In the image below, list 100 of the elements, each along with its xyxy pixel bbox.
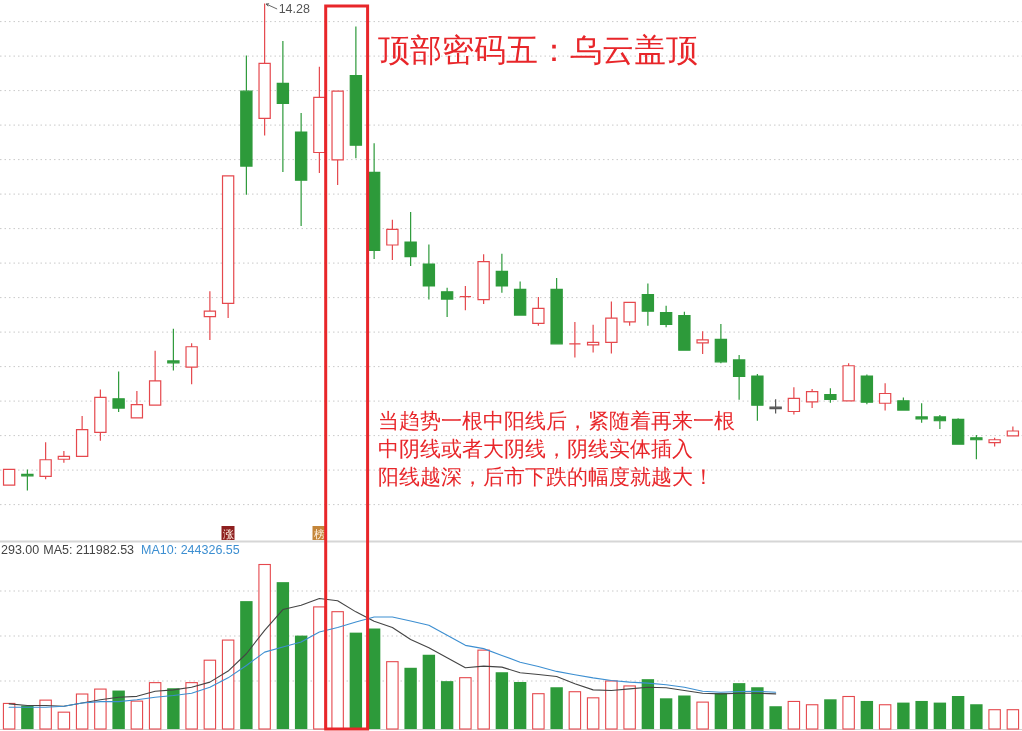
candlestick [94,389,107,442]
candlestick [477,253,490,305]
bar [276,582,290,729]
text: 顶部密码五：乌云盖顶 [378,32,698,68]
candlestick [805,388,819,409]
bar [75,693,89,730]
candlestick [495,253,509,294]
bar [842,695,855,730]
text: MA10: 244326.55 [141,543,240,557]
bar [386,661,399,730]
bar [933,702,947,729]
bar [550,687,563,729]
candlestick [276,40,290,173]
bar [915,700,928,729]
candlestick [605,300,618,355]
bar [714,693,728,729]
candlestick [696,330,709,355]
candlestick [258,2,271,137]
bar [805,704,819,730]
bar [787,700,801,730]
bar [112,690,125,729]
candlestick [112,371,125,413]
bar [732,683,746,729]
candlestick [21,468,34,491]
bar [2,702,16,730]
candlestick [970,434,983,460]
candlestick [203,290,217,341]
candlestick [39,441,52,480]
text: MA5: 211982.53 [43,543,135,557]
bar [422,654,436,729]
bar [623,685,636,730]
candlestick [824,387,837,404]
candlestick [148,350,162,406]
bar [148,682,162,730]
bar [605,680,618,730]
candlestick [897,396,910,412]
text: 涨 [222,527,234,540]
bar [258,563,271,730]
bar [459,677,472,730]
bar [57,711,71,730]
bar [878,704,892,730]
bar [860,700,874,729]
bar [641,679,655,729]
candlestick [513,280,527,316]
candlestick [57,450,71,464]
candlestick [422,243,436,301]
bar [39,699,52,730]
annotation: 阳线越深，后市下跌的幅度就越大！ [378,464,714,488]
bar [94,688,107,730]
bar [185,682,198,730]
candlestick [586,324,600,354]
candlestick [404,211,417,267]
candlestick [349,25,363,159]
bar [970,704,983,729]
candlestick [915,402,928,424]
bar [130,700,144,730]
candlestick [641,282,655,327]
bar [532,693,545,730]
candlestick [367,142,381,260]
candlestick [659,305,673,328]
candlestick [988,437,1001,448]
candlestick [769,398,782,415]
bar [331,611,344,730]
bar [988,709,1001,730]
candlestick [751,373,764,422]
bar [221,639,235,730]
bar [951,696,965,729]
text: 293.00 [1,543,40,557]
candlestick [185,342,198,385]
candlestick [386,219,399,261]
annotation: 当趋势一根中阳线后，紧随着再来一根 [378,409,735,432]
bar [568,691,582,730]
candlestick [221,175,235,319]
candlestick [331,90,344,186]
bar [294,635,308,729]
candlestick [714,323,728,364]
candlestick [678,311,691,351]
bar [897,702,910,729]
bar [349,632,363,729]
bar [404,667,417,729]
candlestick [130,390,144,419]
bar [203,659,217,730]
candlestick [294,112,308,227]
candlestick [550,277,563,345]
annotation: 中阴线或者大阴线，阴线实体插入 [378,436,693,460]
candlestick [167,328,180,372]
bar [477,649,490,730]
candlestick [568,321,582,359]
candlestick [1006,426,1020,437]
bar [769,706,782,729]
bar [659,698,673,729]
candlestick [878,382,892,412]
candlestick [2,468,16,486]
candlestick [860,373,874,405]
candlestick [440,287,454,318]
text: 榜 [313,527,325,540]
bar [513,681,527,729]
candlestick [623,301,636,327]
candlestick [842,362,855,402]
candlestick [75,415,89,457]
